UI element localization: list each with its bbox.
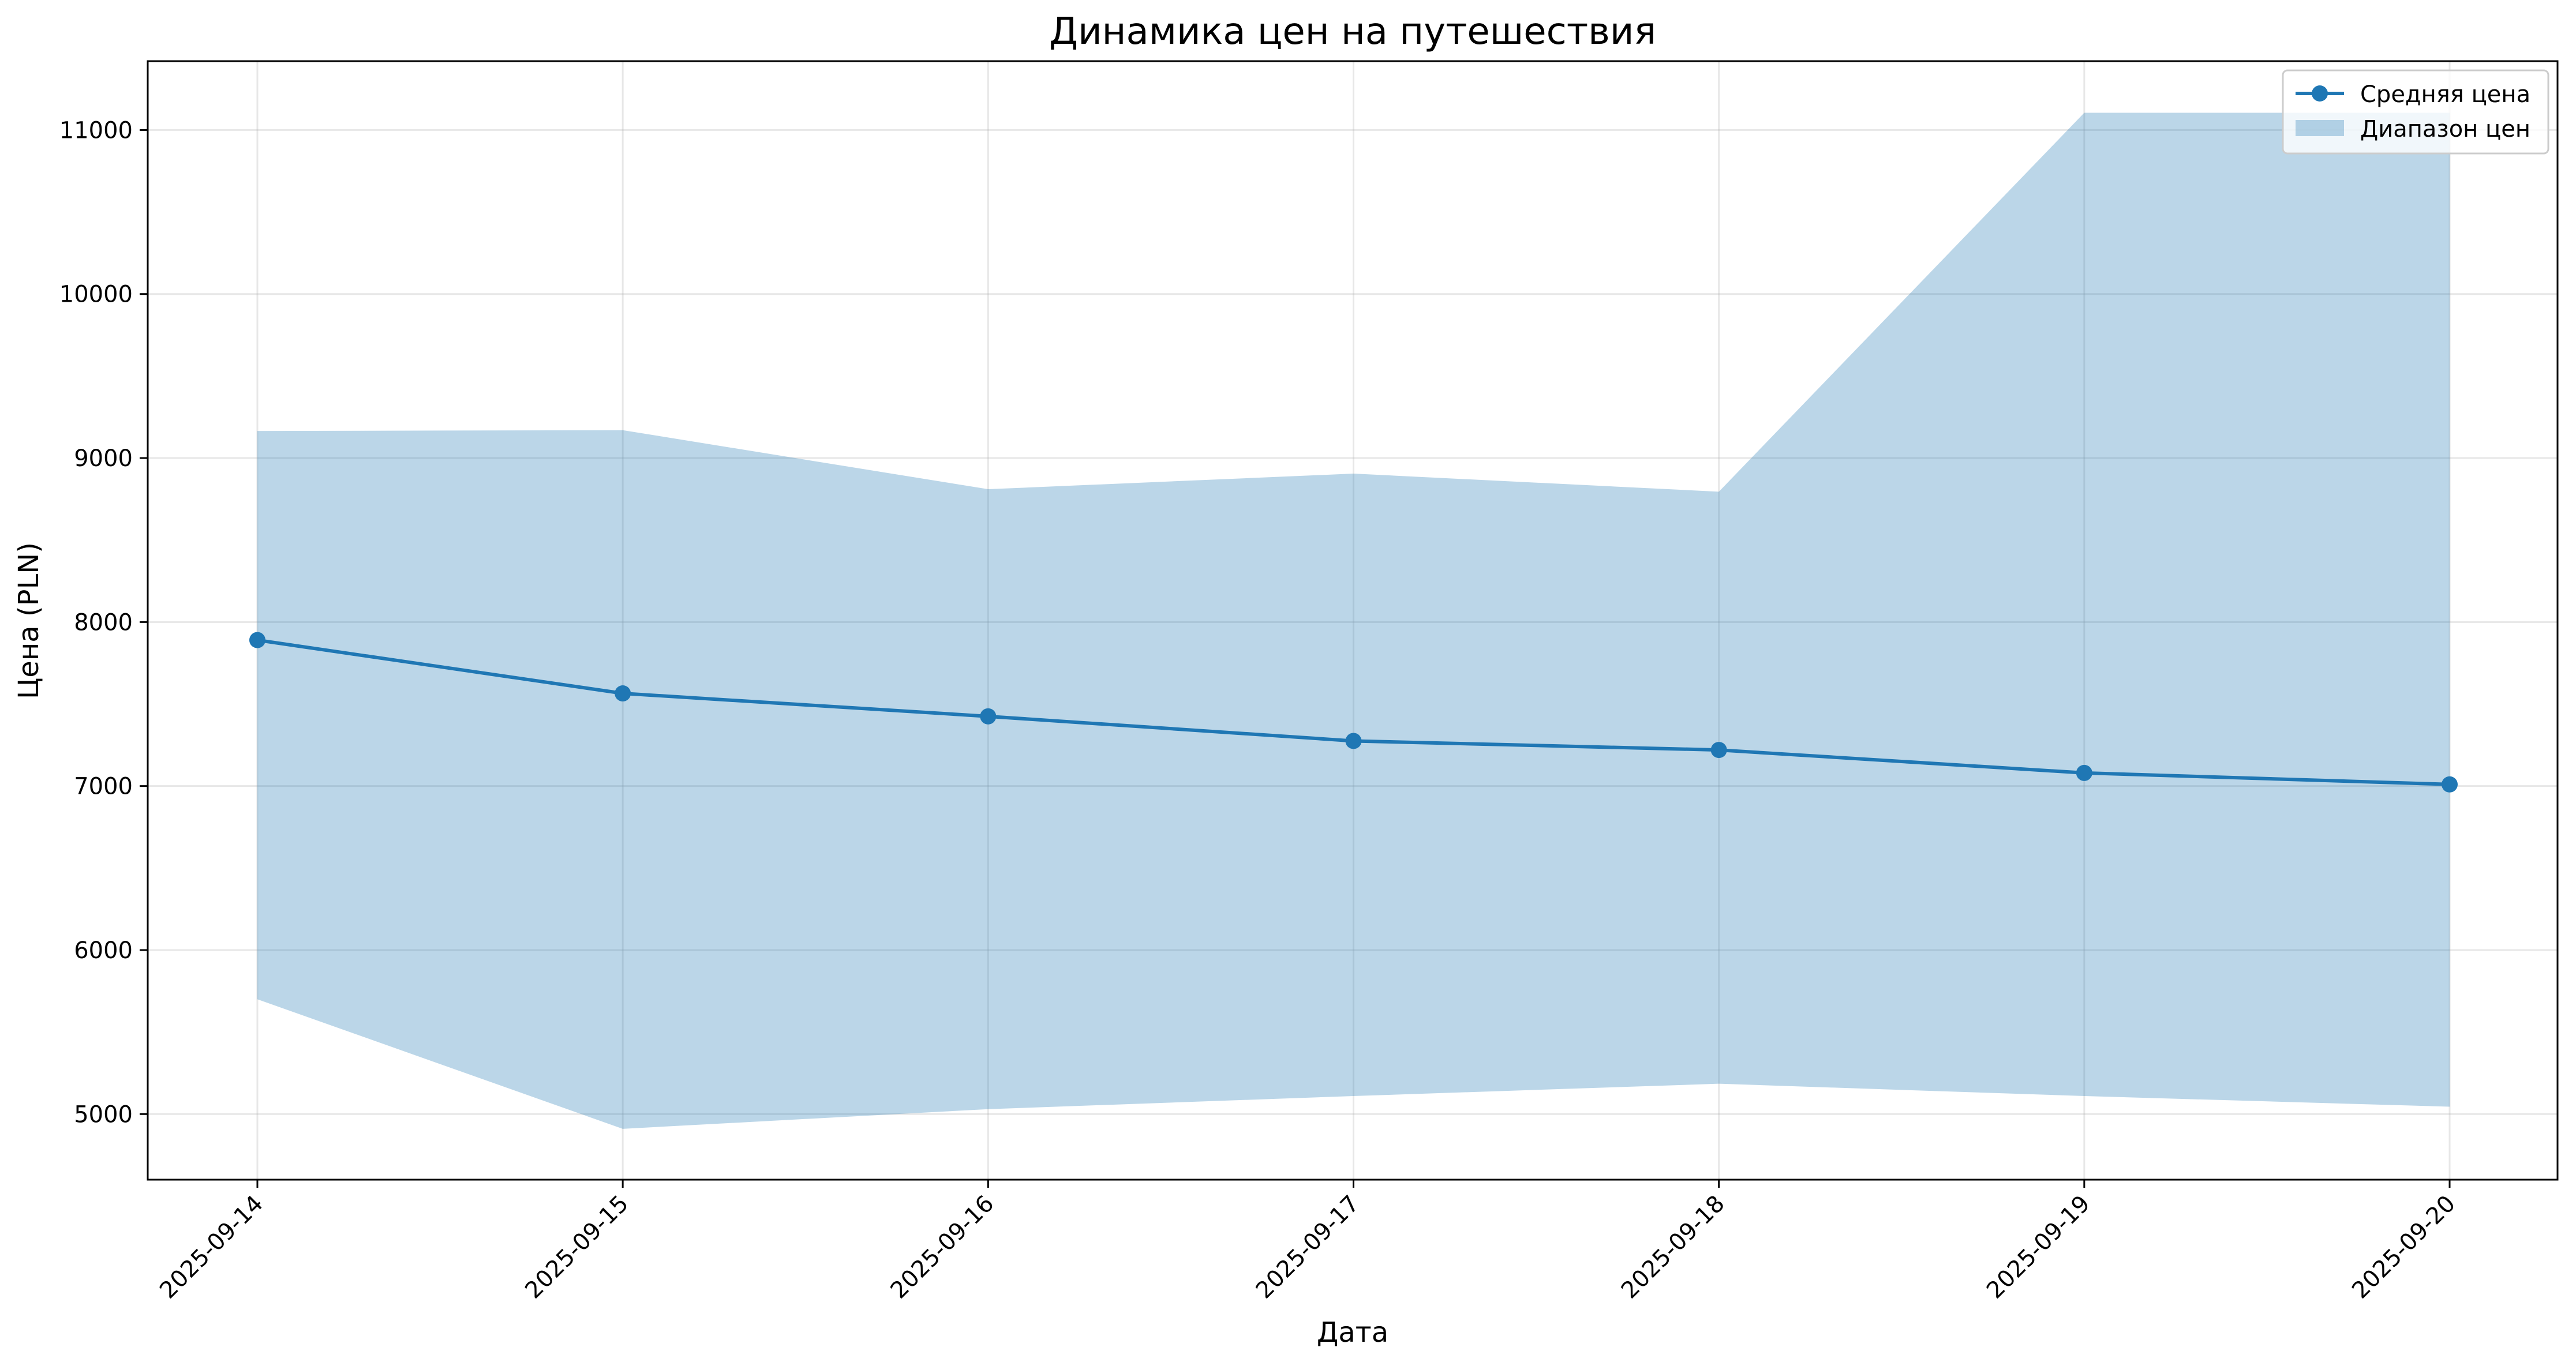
mean-price-point [980, 708, 997, 725]
mean-price-point [615, 685, 631, 702]
y-tick-label: 9000 [74, 445, 133, 472]
mean-price-point [249, 632, 265, 648]
x-axis-label: Дата [1317, 1316, 1388, 1349]
legend-marker-icon [2312, 85, 2328, 102]
series-layer [249, 632, 2458, 793]
y-tick-label: 5000 [74, 1101, 133, 1128]
legend: Средняя цена Диапазон цен [2282, 69, 2549, 155]
price-range-band [257, 112, 2450, 1129]
mean-price-point [2442, 776, 2458, 793]
legend-label-mean: Средняя цена [2360, 81, 2530, 108]
legend-box [2282, 69, 2549, 155]
y-tick-label: 7000 [74, 774, 133, 800]
y-tick-label: 10000 [59, 282, 133, 308]
y-tick-label: 11000 [59, 117, 133, 144]
grid [148, 61, 2558, 1180]
mean-price-point [1710, 742, 1727, 759]
y-axis-label: Цена (PLN) [13, 542, 45, 699]
mean-price-point [2076, 764, 2092, 781]
legend-label-range: Диапазон цен [2360, 116, 2530, 142]
mean-price-point [1345, 733, 1362, 749]
y-tick-label: 6000 [74, 937, 133, 964]
legend-band-swatch [2296, 120, 2344, 136]
price-range-area [257, 112, 2450, 1129]
chart-title: Динамика цен на путешествия [1049, 10, 1656, 53]
y-axis: 5000 6000 7000 8000 9000 10000 11000 [59, 117, 148, 1128]
y-tick-label: 8000 [74, 609, 133, 636]
